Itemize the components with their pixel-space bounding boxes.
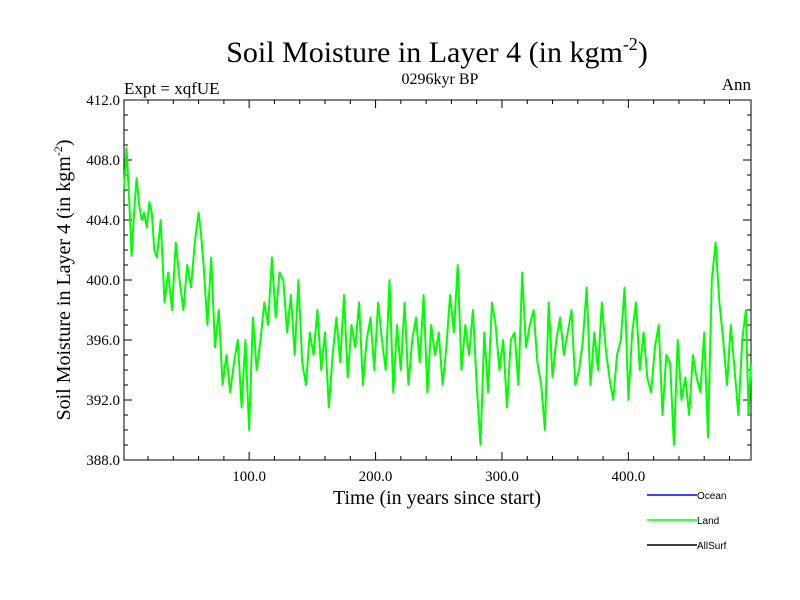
y-axis-label-close: )	[53, 139, 75, 146]
y-tick-label: 396.0	[86, 333, 120, 349]
x-tick-label: 400.0	[612, 469, 646, 485]
y-axis-label-main: Soil Moisture in Layer 4 (in kgm	[53, 156, 75, 421]
series-group	[123, 147, 752, 446]
y-axis-label: Soil Moisture in Layer 4 (in kgm-2)	[51, 139, 75, 420]
legend-label-land: Land	[697, 516, 719, 527]
subtitle-left: Expt = xqfUE	[124, 79, 220, 98]
plot-frame	[123, 99, 752, 461]
y-tick-label: 400.0	[86, 273, 120, 289]
legend-label-allsurf: AllSurf	[697, 541, 727, 552]
y-tick-label: 388.0	[86, 453, 120, 469]
x-axis-label: Time (in years since start)	[333, 487, 541, 509]
y-tick-label: 392.0	[86, 393, 120, 409]
x-tick-label: 100.0	[232, 469, 266, 485]
x-tick-label: 200.0	[359, 469, 393, 485]
chart-title-sup: -2	[623, 34, 638, 54]
y-tick-label: 404.0	[86, 213, 120, 229]
chart-title-close: )	[638, 36, 648, 69]
subtitle-right: Ann	[722, 75, 752, 94]
series-line-land	[123, 147, 752, 446]
chart-title: Soil Moisture in Layer 4 (in kgm-2)	[226, 34, 648, 69]
y-tick-label: 408.0	[86, 153, 120, 169]
chart-title-main: Soil Moisture in Layer 4 (in kgm	[226, 36, 623, 69]
subtitle-center: 0296kyr BP	[402, 71, 479, 88]
y-tick-label: 412.0	[86, 93, 120, 109]
x-tick-label: 300.0	[485, 469, 519, 485]
axis-ticks: 100.0 200.0 300.0 400.0 388.0 392.0 396.0 400.0…	[86, 93, 751, 485]
legend-label-ocean: Ocean	[697, 491, 726, 502]
legend: Ocean Land AllSurf	[647, 491, 727, 552]
y-axis-label-sup: -2	[51, 146, 65, 156]
